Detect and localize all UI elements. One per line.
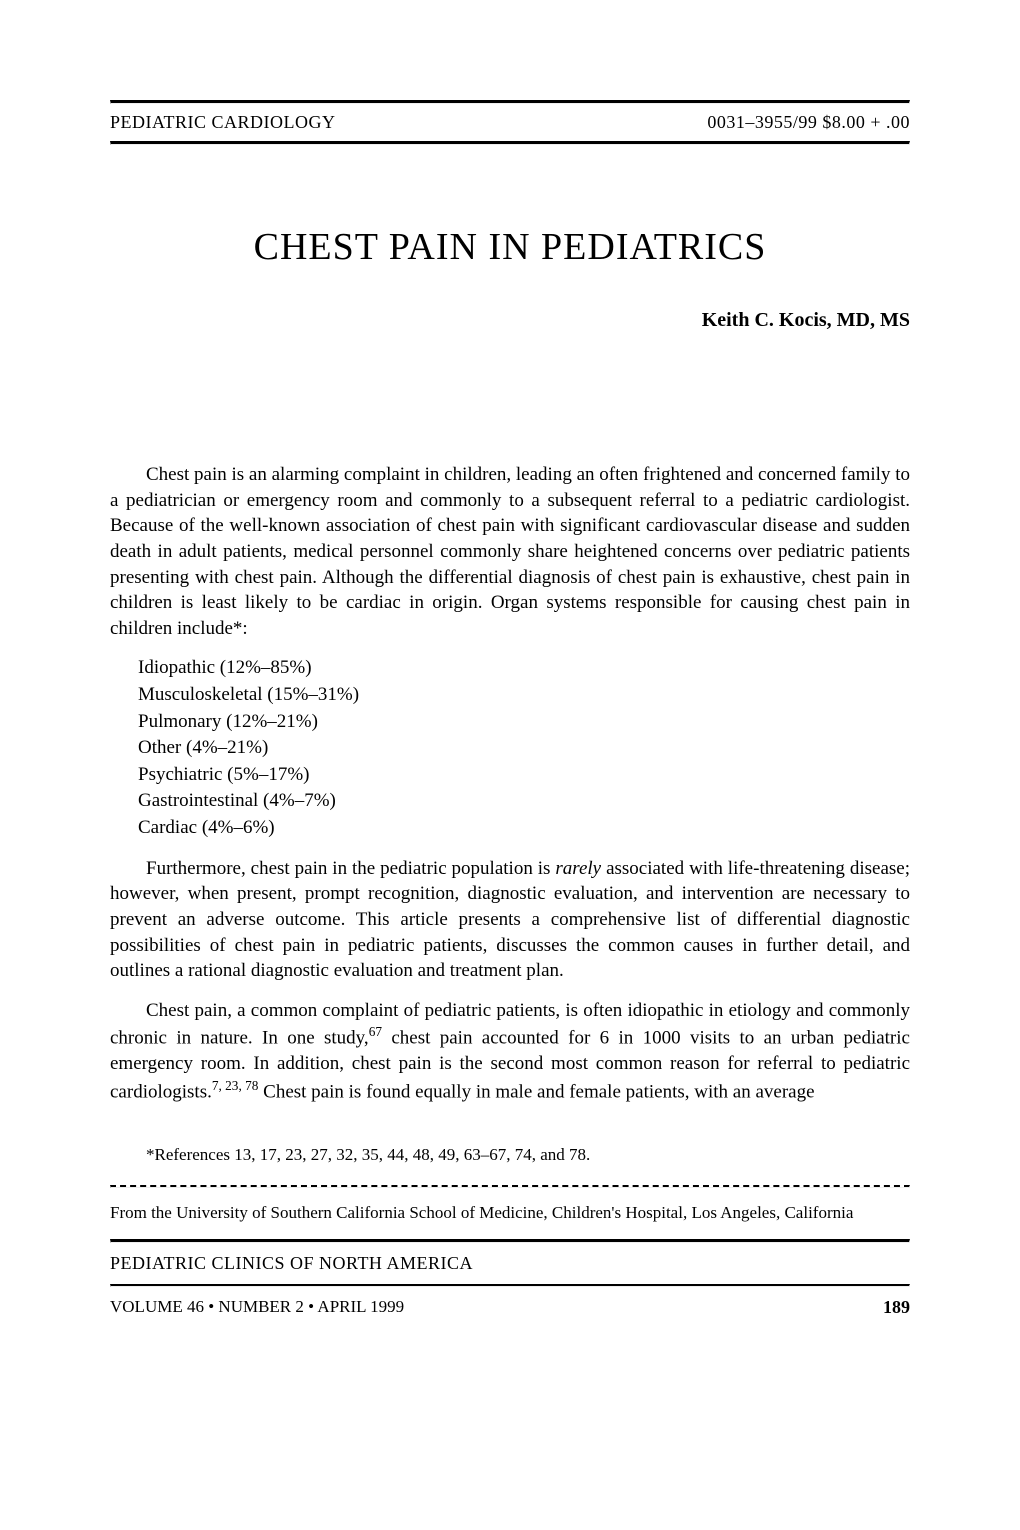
volume-info: VOLUME 46 • NUMBER 2 • APRIL 1999 — [110, 1297, 404, 1318]
etiology-list: Idiopathic (12%–85%) Musculoskeletal (15… — [138, 655, 910, 841]
p3-post: Chest pain is found equally in male and … — [258, 1081, 814, 1102]
p2-pre: Furthermore, chest pain in the pediatric… — [146, 858, 555, 879]
list-item: Other (4%–21%) — [138, 735, 910, 762]
p2-italic: rarely — [555, 858, 601, 879]
list-item: Musculoskeletal (15%–31%) — [138, 682, 910, 709]
footer-line: VOLUME 46 • NUMBER 2 • APRIL 1999 189 — [110, 1287, 910, 1318]
page-number: 189 — [883, 1297, 910, 1318]
list-item: Gastrointestinal (4%–7%) — [138, 788, 910, 815]
top-rule-2 — [110, 141, 910, 145]
p3-sup2: 7, 23, 78 — [212, 1078, 259, 1093]
author-name: Keith C. Kocis, MD, MS — [110, 309, 910, 332]
list-item: Psychiatric (5%–17%) — [138, 762, 910, 789]
list-item: Cardiac (4%–6%) — [138, 815, 910, 842]
paragraph-1: Chest pain is an alarming complaint in c… — [110, 462, 910, 641]
affiliation: From the University of Southern Californ… — [110, 1188, 910, 1239]
paragraph-3: Chest pain, a common complaint of pediat… — [110, 998, 910, 1105]
journal-name: PEDIATRIC CLINICS OF NORTH AMERICA — [110, 1243, 910, 1284]
list-item: Idiopathic (12%–85%) — [138, 655, 910, 682]
issn-price: 0031–3955/99 $8.00 + .00 — [707, 112, 910, 133]
section-label: PEDIATRIC CARDIOLOGY — [110, 112, 336, 133]
article-title: CHEST PAIN IN PEDIATRICS — [110, 225, 910, 269]
header-line: PEDIATRIC CARDIOLOGY 0031–3955/99 $8.00 … — [110, 104, 910, 141]
p3-sup1: 67 — [369, 1024, 382, 1039]
footnote: *References 13, 17, 23, 27, 32, 35, 44, … — [146, 1145, 910, 1165]
paragraph-2: Furthermore, chest pain in the pediatric… — [110, 856, 910, 984]
list-item: Pulmonary (12%–21%) — [138, 709, 910, 736]
p1-text: Chest pain is an alarming complaint in c… — [110, 464, 910, 639]
